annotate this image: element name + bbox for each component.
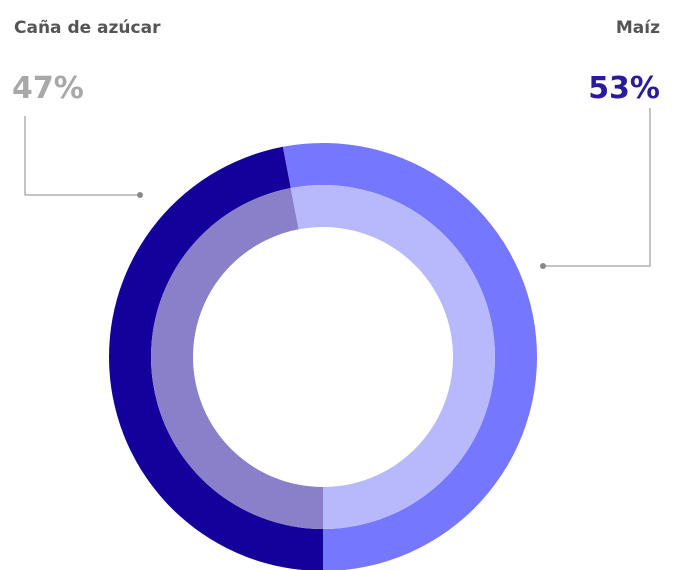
category-label: Caña de azúcar <box>14 18 161 38</box>
donut-segment <box>282 143 537 570</box>
value-label: 47% <box>12 71 84 106</box>
leader-line <box>543 108 651 267</box>
category-label: Maíz <box>616 18 660 38</box>
donut-segment <box>109 146 323 570</box>
leader-line <box>24 116 140 196</box>
donut-inner-segment <box>290 185 496 529</box>
leader-dot <box>540 263 546 269</box>
leader-dot <box>137 192 143 198</box>
donut <box>109 143 537 570</box>
value-label: 53% <box>588 71 660 106</box>
donut-inner-segment <box>151 188 323 529</box>
